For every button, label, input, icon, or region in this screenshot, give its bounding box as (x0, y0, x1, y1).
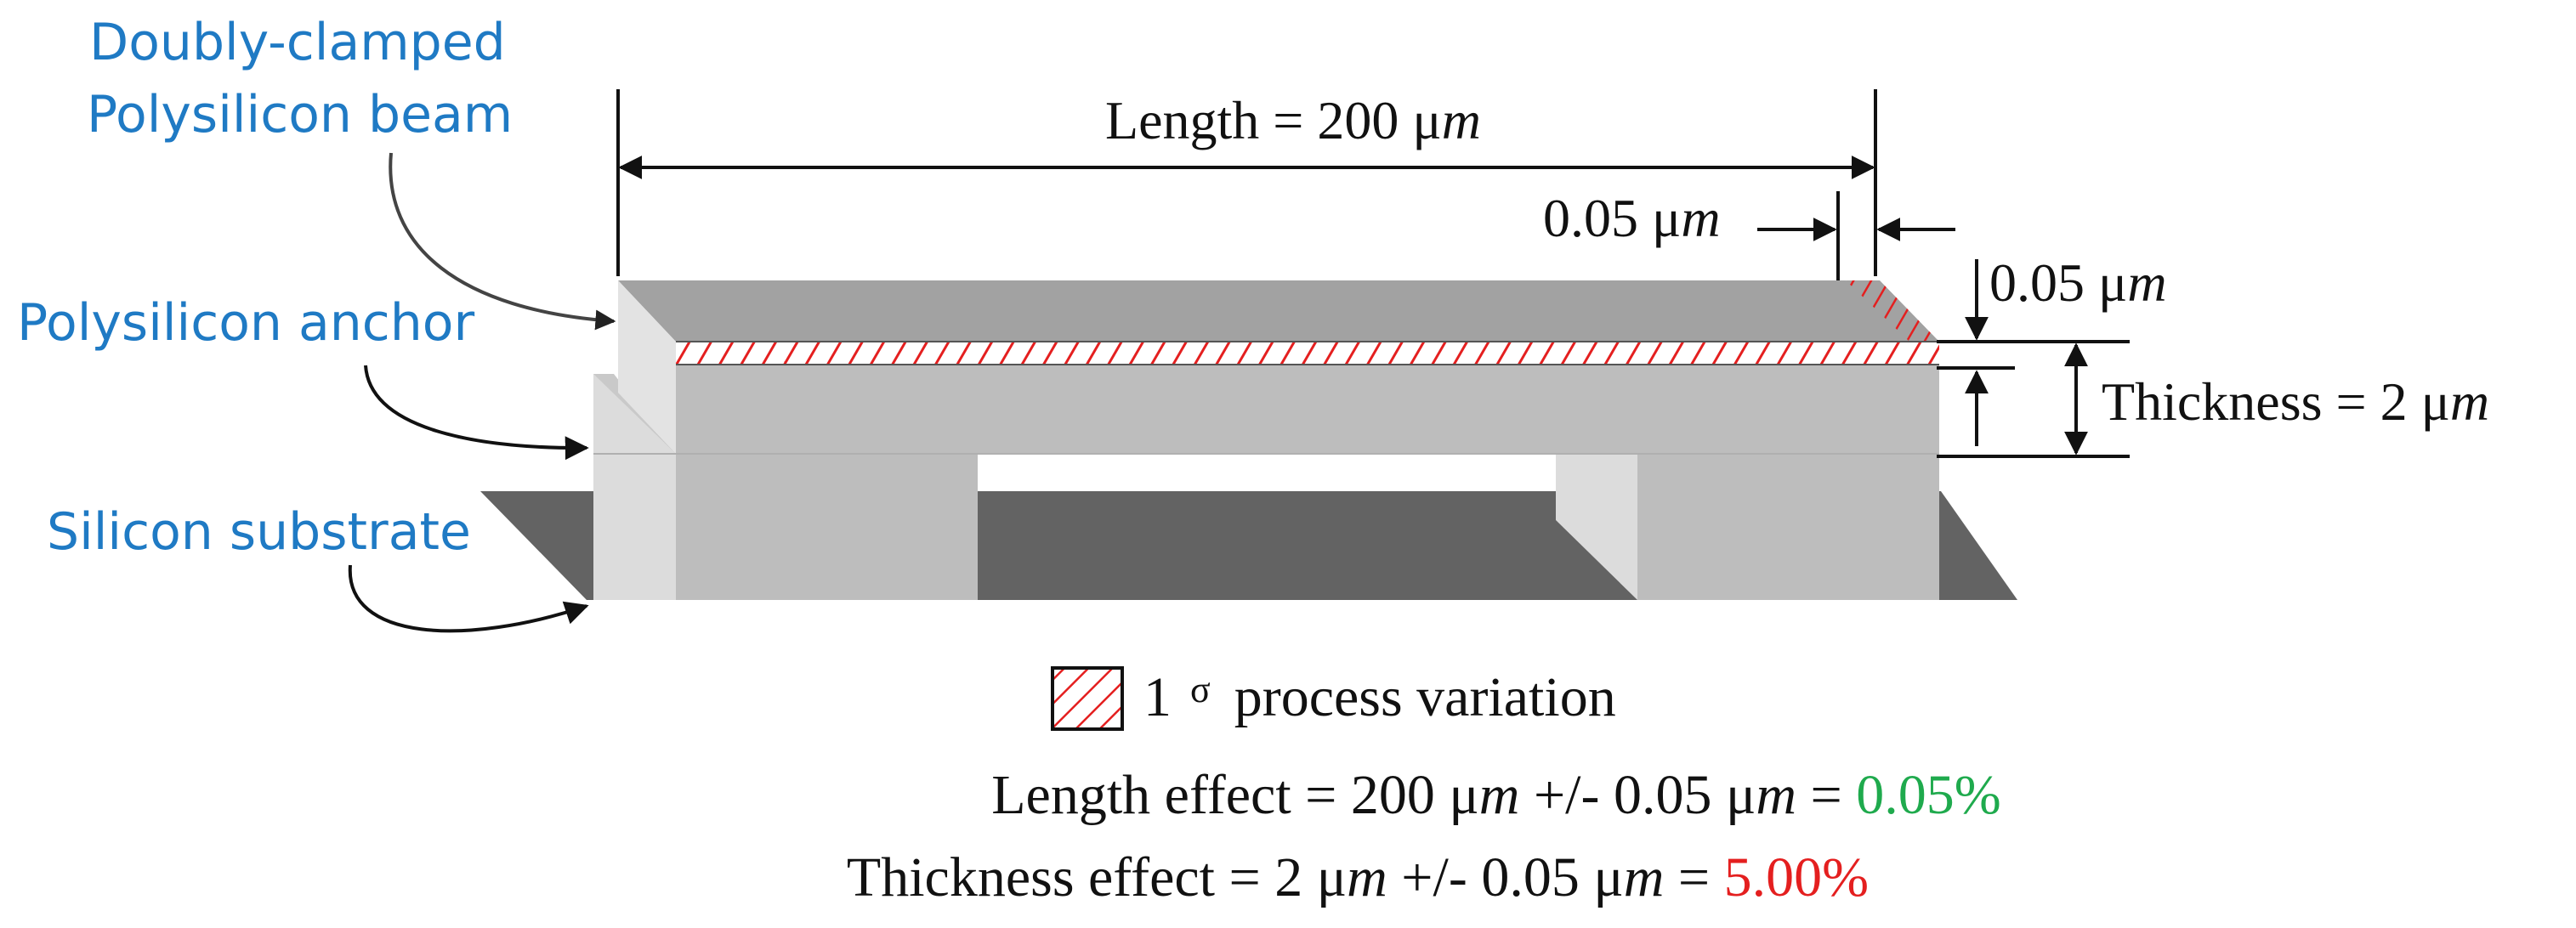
length-variation-label: 0.05 μm (1543, 188, 1721, 248)
legend-label: 1 σ process variation (1143, 666, 1616, 728)
substrate-callout-arrow (348, 564, 589, 633)
substrate-label: Silicon substrate (47, 502, 471, 562)
right-anchor-side (1556, 454, 1637, 600)
length-effect-equation: Length effect = 200 μm +/- 0.05 μm = 0.0… (991, 764, 2001, 826)
process-variation-swatch (1051, 666, 1124, 731)
thickness-label: Thickness = 2 μm (2102, 371, 2489, 432)
left-anchor-front (676, 454, 978, 600)
anchor-callout-arrow (364, 365, 589, 461)
beam-callout-arrow (389, 152, 616, 331)
beam-label-line2: Polysilicon beam (87, 85, 513, 144)
anchor-label: Polysilicon anchor (17, 293, 475, 353)
beam-left-end (618, 280, 676, 454)
left-anchor-side (593, 374, 676, 600)
thickness-variation-label: 0.05 μm (1989, 252, 2167, 313)
right-anchor-front (1637, 454, 1939, 600)
thickness-effect-equation: Thickness effect = 2 μm +/- 0.05 μm = 5.… (847, 846, 1869, 908)
beam-thickness-variation-hatch (676, 342, 1939, 365)
length-label: Length = 200 μm (1105, 90, 1481, 150)
beam-top-face (618, 280, 1939, 342)
beam-label-line1: Doubly-clamped (89, 13, 506, 72)
beam-length-variation-hatch (1846, 280, 1939, 342)
